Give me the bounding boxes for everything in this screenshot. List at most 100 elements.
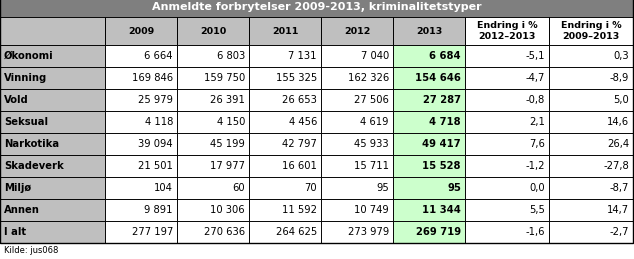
Bar (549, 221, 633, 243)
Bar (0, 0, 633, 17)
Text: -2,7: -2,7 (609, 227, 629, 237)
Bar (465, 155, 549, 177)
Bar (105, 155, 177, 177)
Bar (105, 45, 177, 67)
Bar (249, 199, 321, 221)
Bar (177, 67, 249, 89)
Bar (0, 89, 105, 111)
Text: 6 684: 6 684 (429, 51, 461, 61)
Bar (393, 133, 465, 155)
Bar (105, 177, 177, 199)
Bar (0, 111, 105, 133)
Bar (177, 199, 249, 221)
Text: -8,7: -8,7 (610, 183, 629, 193)
Bar (0, 45, 105, 67)
Bar (177, 155, 249, 177)
Text: 5,0: 5,0 (613, 95, 629, 105)
Bar (177, 17, 249, 45)
Bar (321, 199, 393, 221)
Bar (0, 199, 105, 221)
Text: 26 391: 26 391 (210, 95, 245, 105)
Text: 60: 60 (233, 183, 245, 193)
Text: 49 417: 49 417 (422, 139, 461, 149)
Bar (549, 177, 633, 199)
Text: Annen: Annen (4, 205, 40, 215)
Bar (549, 133, 633, 155)
Bar (465, 199, 549, 221)
Bar (249, 221, 321, 243)
Bar (465, 221, 549, 243)
Bar (249, 133, 321, 155)
Bar (105, 199, 177, 221)
Text: 4 718: 4 718 (429, 117, 461, 127)
Bar (465, 45, 549, 67)
Bar (177, 177, 249, 199)
Bar (549, 221, 633, 243)
Bar (249, 133, 321, 155)
Bar (249, 67, 321, 89)
Bar (321, 45, 393, 67)
Text: 70: 70 (304, 183, 317, 193)
Bar (249, 17, 321, 45)
Bar (465, 177, 549, 199)
Text: 95: 95 (447, 183, 461, 193)
Text: Miljø: Miljø (4, 183, 31, 193)
Bar (249, 111, 321, 133)
Bar (549, 177, 633, 199)
Text: 7,6: 7,6 (529, 139, 545, 149)
Bar (393, 67, 465, 89)
Text: 2010: 2010 (200, 26, 226, 35)
Bar (465, 111, 549, 133)
Text: 4 118: 4 118 (145, 117, 173, 127)
Bar (321, 45, 393, 67)
Bar (549, 17, 633, 45)
Bar (177, 45, 249, 67)
Text: 15 528: 15 528 (422, 161, 461, 171)
Text: 2013: 2013 (416, 26, 442, 35)
Text: 6 803: 6 803 (217, 51, 245, 61)
Bar (393, 155, 465, 177)
Bar (105, 221, 177, 243)
Text: 2009: 2009 (128, 26, 154, 35)
Bar (177, 17, 249, 45)
Bar (465, 89, 549, 111)
Bar (0, 17, 105, 45)
Bar (249, 155, 321, 177)
Bar (105, 67, 177, 89)
Bar (549, 67, 633, 89)
Bar (177, 221, 249, 243)
Bar (249, 45, 321, 67)
Text: 270 636: 270 636 (204, 227, 245, 237)
Bar (393, 221, 465, 243)
Text: 14,7: 14,7 (607, 205, 629, 215)
Bar (393, 177, 465, 199)
Bar (105, 133, 177, 155)
Bar (465, 67, 549, 89)
Text: 169 846: 169 846 (132, 73, 173, 83)
Text: 95: 95 (376, 183, 389, 193)
Bar (549, 67, 633, 89)
Text: 4 619: 4 619 (361, 117, 389, 127)
Bar (549, 199, 633, 221)
Bar (105, 111, 177, 133)
Bar (549, 133, 633, 155)
Text: 27 506: 27 506 (354, 95, 389, 105)
Text: Endring i %
2009–2013: Endring i % 2009–2013 (560, 21, 621, 41)
Bar (0, 177, 105, 199)
Text: Skadeverk: Skadeverk (4, 161, 64, 171)
Bar (105, 177, 177, 199)
Bar (465, 45, 549, 67)
Bar (177, 89, 249, 111)
Bar (393, 133, 465, 155)
Bar (321, 177, 393, 199)
Text: 2,1: 2,1 (529, 117, 545, 127)
Bar (105, 155, 177, 177)
Bar (0, 177, 105, 199)
Bar (393, 111, 465, 133)
Bar (465, 199, 549, 221)
Bar (393, 89, 465, 111)
Bar (393, 89, 465, 111)
Bar (177, 155, 249, 177)
Bar (105, 45, 177, 67)
Bar (321, 177, 393, 199)
